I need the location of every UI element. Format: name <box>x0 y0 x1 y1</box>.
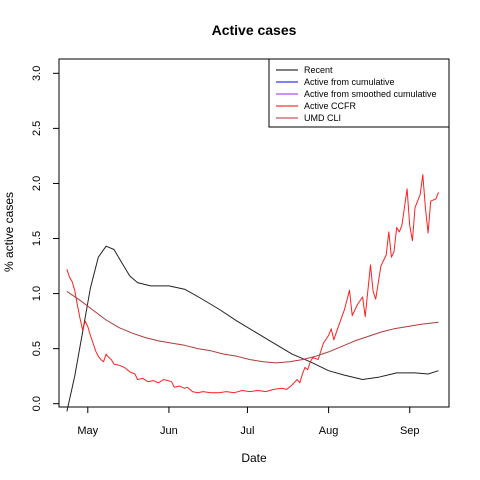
y-tick-label-1-0: 1.0 <box>31 286 43 301</box>
x-tick-label-sep: Sep <box>400 425 420 437</box>
x-axis: May Jun Jul Aug Sep <box>77 407 420 437</box>
series-line-umd-cli <box>66 290 439 364</box>
legend-label-active-from-cumulative: Active from cumulative <box>304 77 395 87</box>
legend: Recent Active from cumulative Active from … <box>268 58 450 128</box>
y-tick-label-2-0: 2.0 <box>31 176 43 191</box>
x-tick-label-aug: Aug <box>319 425 339 437</box>
series-line-recent <box>66 245 439 412</box>
series-layer <box>66 174 439 412</box>
x-tick-label-may: May <box>77 425 98 437</box>
x-axis-label: Date <box>241 451 267 465</box>
y-tick-label-3-0: 3.0 <box>31 66 43 81</box>
y-tick-label-1-5: 1.5 <box>31 231 43 246</box>
y-axis: 0.0 0.5 1.0 1.5 2.0 2.5 3.0 <box>31 66 59 411</box>
x-tick-label-jun: Jun <box>160 425 178 437</box>
legend-label-umd-cli: UMD CLI <box>304 113 341 123</box>
plot-frame <box>58 58 450 408</box>
y-tick-label-0-5: 0.5 <box>31 341 43 356</box>
legend-label-active-from-smoothed-cumulative: Active from smoothed cumulative <box>304 89 437 99</box>
y-tick-label-2-5: 2.5 <box>31 121 43 136</box>
chart-title: Active cases <box>212 22 297 38</box>
series-line-active-ccfr <box>66 174 439 394</box>
y-axis-label: % active cases <box>2 192 16 272</box>
y-tick-label-0-0: 0.0 <box>31 396 43 411</box>
legend-label-recent: Recent <box>304 65 333 75</box>
legend-box <box>268 58 450 128</box>
x-tick-label-jul: Jul <box>240 425 254 437</box>
legend-label-active-ccfr: Active CCFR <box>304 101 357 111</box>
